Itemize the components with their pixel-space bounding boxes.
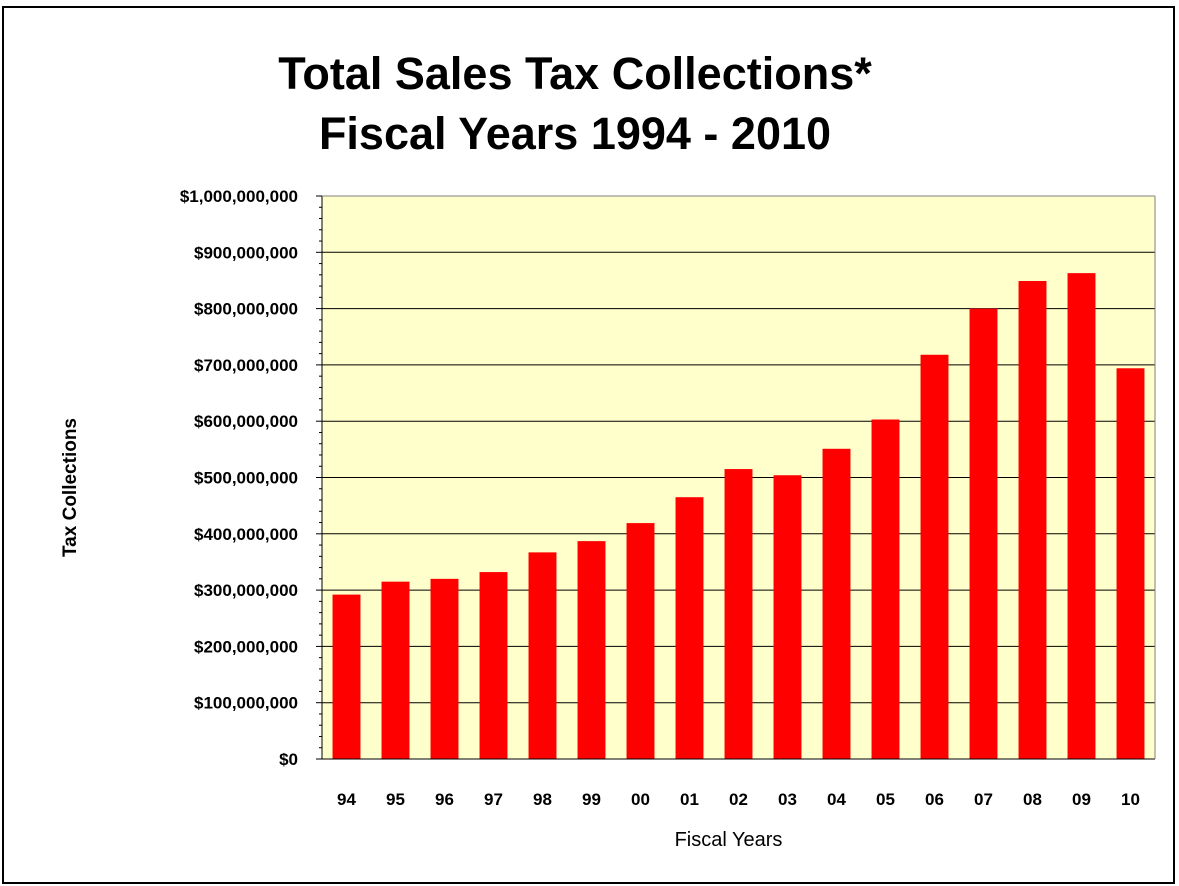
- bar: [430, 578, 459, 759]
- bar: [381, 581, 410, 759]
- x-tick-label: 00: [631, 790, 650, 809]
- x-tick-label: 96: [435, 790, 454, 809]
- y-tick-label: $400,000,000: [194, 525, 298, 544]
- bar: [675, 497, 704, 759]
- x-tick-label: 07: [974, 790, 993, 809]
- y-tick-label: $900,000,000: [194, 243, 298, 262]
- y-tick-label: $100,000,000: [194, 694, 298, 713]
- y-tick-label: $1,000,000,000: [180, 187, 298, 206]
- x-tick-label: 10: [1121, 790, 1140, 809]
- y-tick-label: $300,000,000: [194, 581, 298, 600]
- bars: [332, 273, 1145, 759]
- y-tick-label: $500,000,000: [194, 469, 298, 488]
- x-axis-label: Fiscal Years: [675, 829, 783, 851]
- y-tick-label: $200,000,000: [194, 637, 298, 656]
- x-tick-label: 02: [729, 790, 748, 809]
- bar: [1116, 368, 1145, 759]
- x-tick-labels: 94 95 96 97 98 99 00 01 02 03 04 05 06 07 08 09 10: [337, 790, 1140, 809]
- bar: [1067, 273, 1096, 759]
- x-tick-label: 98: [533, 790, 552, 809]
- y-tick-labels: $0 $100,000,000 $200,000,000 $300,000,000 $4…: [180, 187, 298, 769]
- bar: [724, 469, 753, 759]
- bar: [528, 552, 557, 759]
- bar: [1018, 281, 1047, 759]
- x-tick-label: 04: [827, 790, 846, 809]
- bar: [920, 354, 949, 759]
- y-tick-label: $600,000,000: [194, 412, 298, 431]
- chart-title: Total Sales Tax Collections*: [278, 48, 872, 99]
- x-tick-label: 97: [484, 790, 503, 809]
- bar: [773, 475, 802, 759]
- x-tick-label: 99: [582, 790, 601, 809]
- bar: [626, 523, 655, 759]
- x-tick-label: 95: [386, 790, 405, 809]
- bar: [871, 419, 900, 759]
- y-tick-label: $800,000,000: [194, 300, 298, 319]
- x-tick-label: 01: [680, 790, 699, 809]
- bar: [479, 572, 508, 759]
- chart-title-block: Total Sales Tax Collections* Fiscal Year…: [0, 44, 1150, 164]
- bar: [577, 541, 606, 759]
- axes: [316, 195, 1156, 760]
- bar: [822, 448, 851, 759]
- y-tick-label: $0: [279, 750, 298, 769]
- y-tick-label: $700,000,000: [194, 356, 298, 375]
- x-tick-label: 08: [1023, 790, 1042, 809]
- x-tick-label: 05: [876, 790, 895, 809]
- y-axis-label: Tax Collections: [60, 418, 81, 557]
- x-tick-label: 06: [925, 790, 944, 809]
- x-tick-label: 94: [337, 790, 356, 809]
- bar: [969, 308, 998, 759]
- x-tick-label: 03: [778, 790, 797, 809]
- chart-subtitle: Fiscal Years 1994 - 2010: [318, 108, 832, 159]
- x-tick-label: 09: [1072, 790, 1091, 809]
- bar: [332, 594, 361, 759]
